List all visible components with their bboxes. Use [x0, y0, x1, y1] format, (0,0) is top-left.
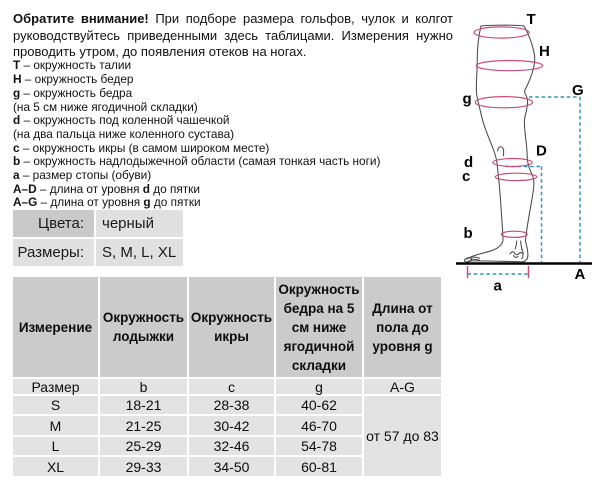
- svg-text:A: A: [575, 266, 586, 283]
- svg-text:c: c: [462, 168, 470, 185]
- svg-text:H: H: [539, 43, 550, 60]
- svg-text:T: T: [527, 11, 536, 28]
- svg-text:D: D: [536, 143, 547, 160]
- svg-text:b: b: [464, 225, 473, 242]
- svg-text:a: a: [494, 278, 503, 295]
- svg-text:d: d: [464, 154, 473, 171]
- svg-text:G: G: [572, 82, 584, 99]
- svg-text:g: g: [463, 91, 472, 108]
